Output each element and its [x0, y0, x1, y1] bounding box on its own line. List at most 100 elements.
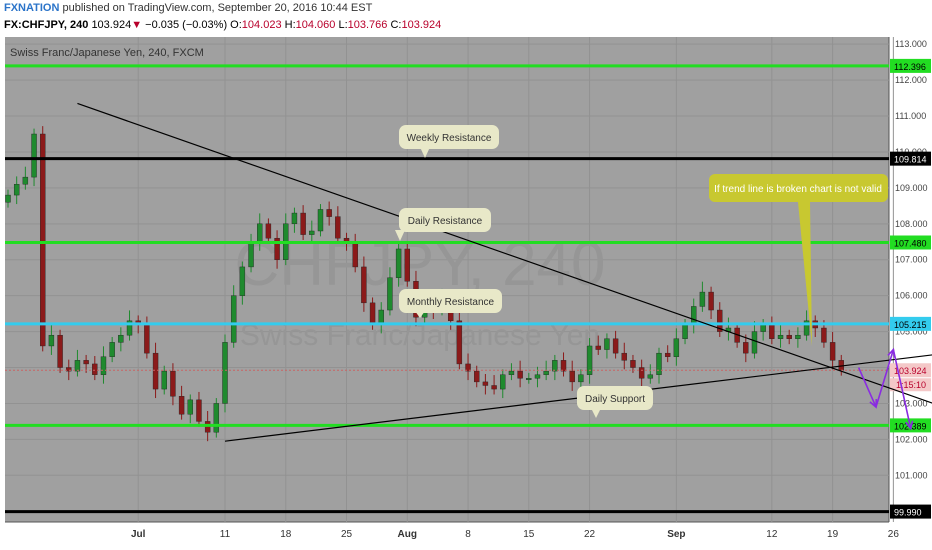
candle-body[interactable]	[187, 399, 193, 415]
candle-body[interactable]	[265, 223, 272, 239]
candle-body[interactable]	[83, 360, 89, 365]
candle-body[interactable]	[578, 374, 584, 383]
candle-body[interactable]	[144, 324, 150, 354]
price-axis[interactable]	[889, 37, 932, 522]
trendline-descending[interactable]	[77, 102, 932, 441]
candle-body[interactable]	[691, 306, 697, 325]
candle-body[interactable]	[300, 212, 306, 235]
candle-body[interactable]	[152, 352, 159, 390]
candle-body[interactable]	[170, 370, 176, 397]
candle-body[interactable]	[326, 209, 332, 217]
candle-body[interactable]	[482, 381, 489, 386]
candle-body[interactable]	[664, 352, 671, 357]
candle-body[interactable]	[465, 363, 471, 372]
candle-body[interactable]	[508, 370, 515, 375]
callout-text[interactable]: Weekly Resistance	[407, 133, 492, 144]
candle-body[interactable]	[92, 363, 98, 375]
candle-body[interactable]	[22, 176, 29, 185]
candle-body[interactable]	[760, 324, 766, 332]
candle-body[interactable]	[656, 352, 662, 375]
candle-body[interactable]	[534, 374, 541, 379]
callout-note[interactable]: Weekly Resistance	[399, 125, 499, 158]
candle-body[interactable]	[274, 237, 280, 260]
callout-note[interactable]: Daily Support	[577, 386, 653, 418]
candle-body[interactable]	[395, 248, 402, 278]
callout-note[interactable]: Monthly Resistance	[399, 289, 502, 318]
candle-body[interactable]	[222, 342, 228, 404]
candle-body[interactable]	[109, 342, 115, 357]
candle-body[interactable]	[13, 184, 20, 196]
candle-body[interactable]	[612, 338, 619, 354]
candle-body[interactable]	[335, 216, 341, 239]
candle-body[interactable]	[257, 223, 263, 242]
candle-body[interactable]	[74, 360, 81, 372]
candle-body[interactable]	[769, 324, 775, 339]
candle-body[interactable]	[586, 345, 593, 375]
candle-body[interactable]	[795, 334, 801, 339]
publisher-name[interactable]: FXNATION	[4, 2, 60, 14]
candle-body[interactable]	[821, 327, 827, 343]
candle-body[interactable]	[638, 367, 645, 379]
candle-body[interactable]	[291, 212, 298, 225]
candle-body[interactable]	[5, 194, 11, 203]
candle-body[interactable]	[196, 399, 202, 422]
warning-text[interactable]: If trend line is broken chart is not val…	[714, 184, 882, 195]
callout-text[interactable]: Monthly Resistance	[407, 297, 495, 308]
candle-body[interactable]	[569, 370, 575, 383]
candle-body[interactable]	[474, 370, 480, 383]
candle-body[interactable]	[248, 241, 254, 268]
candle-body[interactable]	[682, 324, 688, 339]
candle-body[interactable]	[543, 370, 549, 375]
candle-body[interactable]	[803, 320, 810, 336]
candle-body[interactable]	[100, 356, 107, 375]
candle-body[interactable]	[526, 378, 532, 380]
candle-body[interactable]	[404, 248, 410, 282]
candle-body[interactable]	[352, 241, 358, 268]
candle-body[interactable]	[647, 374, 654, 379]
candle-body[interactable]	[699, 291, 706, 307]
time-axis[interactable]	[0, 522, 932, 550]
callout-note[interactable]: Daily Resistance	[395, 208, 491, 241]
candle-body[interactable]	[595, 345, 601, 350]
candle-body[interactable]	[673, 338, 680, 357]
candle-body[interactable]	[378, 309, 384, 325]
candle-body[interactable]	[239, 266, 246, 296]
candle-body[interactable]	[621, 352, 627, 361]
projection-arrow-segment[interactable]	[857, 367, 877, 408]
candle-body[interactable]	[786, 334, 792, 339]
candle-body[interactable]	[118, 334, 124, 343]
plot-area[interactable]	[5, 37, 889, 522]
candle-body[interactable]	[57, 334, 63, 368]
candle-body[interactable]	[491, 385, 497, 390]
candle-body[interactable]	[178, 396, 185, 415]
candle-body[interactable]	[743, 342, 749, 354]
candle-body[interactable]	[361, 266, 367, 304]
candle-body[interactable]	[66, 367, 72, 372]
candle-body[interactable]	[708, 291, 714, 311]
candle-body[interactable]	[387, 277, 393, 311]
candle-body[interactable]	[161, 370, 167, 390]
candle-body[interactable]	[40, 133, 46, 347]
candle-body[interactable]	[456, 320, 463, 365]
candle-body[interactable]	[317, 209, 324, 232]
candle-body[interactable]	[777, 334, 784, 339]
candle-body[interactable]	[230, 295, 237, 343]
candle-body[interactable]	[630, 360, 636, 368]
candle-body[interactable]	[369, 302, 376, 325]
candle-body[interactable]	[48, 334, 55, 347]
candle-body[interactable]	[560, 360, 567, 372]
candle-body[interactable]	[517, 370, 523, 379]
candle-body[interactable]	[717, 309, 723, 332]
callout-text[interactable]: Daily Resistance	[408, 216, 483, 227]
candle-body[interactable]	[552, 360, 558, 372]
candle-body[interactable]	[500, 374, 506, 390]
candle-body[interactable]	[213, 403, 220, 433]
candle-body[interactable]	[31, 133, 37, 178]
candle-body[interactable]	[604, 338, 610, 350]
warning-note[interactable]: If trend line is broken chart is not val…	[709, 174, 888, 346]
candle-body[interactable]	[751, 331, 758, 354]
callout-text[interactable]: Daily Support	[585, 394, 645, 405]
projection-arrow-segment[interactable]	[892, 349, 912, 429]
candle-body[interactable]	[309, 230, 315, 235]
